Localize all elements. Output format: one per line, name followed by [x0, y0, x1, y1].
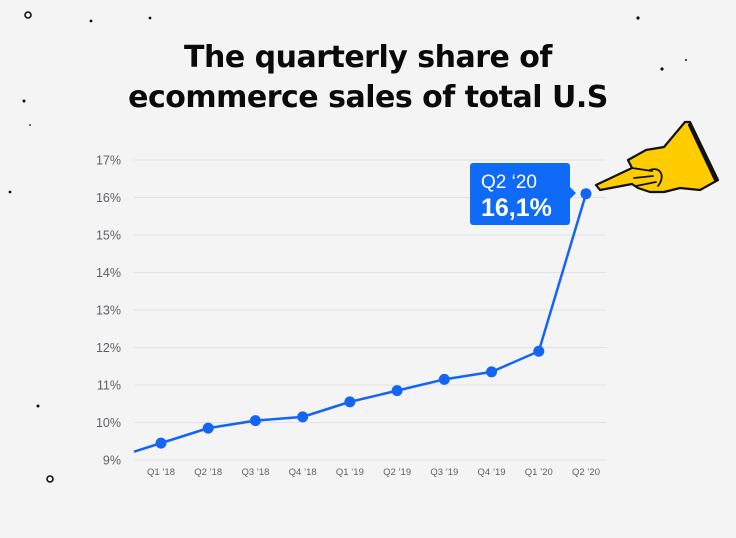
- data-point: [297, 411, 309, 423]
- chart-title-line-1: The quarterly share of: [184, 40, 552, 75]
- x-axis-ticks: Q1 ’18 Q2 ’18 Q3 ’18 Q4 ’18 Q1 ’19 Q2 ’19 Q3 ’…: [147, 467, 600, 478]
- y-tick-label: 15%: [96, 229, 121, 243]
- chart-title-line-2: ecommerce sales of total U.S: [128, 80, 608, 115]
- y-tick-label: 13%: [96, 304, 121, 318]
- y-tick-label: 11%: [97, 379, 121, 393]
- x-tick-label: Q1 ’20: [525, 467, 553, 478]
- data-point: [249, 415, 261, 427]
- y-axis-ticks: 9% 10% 11% 12% 13% 14% 15% 16% 17%: [96, 154, 121, 468]
- x-tick-label: Q2 ’19: [383, 467, 411, 478]
- y-tick-label: 12%: [96, 341, 121, 355]
- x-tick-label: Q1 ’19: [336, 467, 364, 478]
- data-point: [344, 396, 356, 408]
- data-point: [202, 422, 214, 434]
- x-tick-label: Q4 ’18: [289, 467, 317, 478]
- x-tick-label: Q3 ’19: [430, 467, 458, 478]
- y-tick-label: 17%: [96, 154, 121, 168]
- series-layer: [133, 188, 592, 453]
- y-tick-label: 16%: [96, 191, 121, 205]
- x-tick-label: Q1 ’18: [147, 467, 175, 478]
- callout-box: [470, 163, 570, 225]
- data-point: [391, 385, 403, 397]
- data-point: [580, 188, 592, 200]
- callout: Q2 ‘20 16,1%: [470, 163, 576, 225]
- y-tick-label: 9%: [103, 454, 121, 468]
- callout-pointer: [569, 186, 576, 200]
- data-point: [533, 345, 545, 357]
- x-tick-label: Q3 ’18: [241, 467, 269, 478]
- series-line: [133, 193, 588, 453]
- y-tick-label: 14%: [96, 266, 121, 280]
- x-tick-label: Q2 ’20: [572, 467, 600, 478]
- pointing-hand-icon: [594, 120, 720, 194]
- callout-label: Q2 ‘20: [481, 172, 537, 193]
- x-tick-label: Q2 ’18: [194, 467, 222, 478]
- data-point: [155, 437, 167, 449]
- decorative-dots: [8, 11, 687, 483]
- y-tick-label: 10%: [96, 416, 121, 430]
- callout-value: 16,1%: [481, 194, 552, 222]
- data-point: [438, 373, 450, 385]
- data-point: [486, 366, 498, 378]
- x-tick-label: Q4 ’19: [478, 467, 506, 478]
